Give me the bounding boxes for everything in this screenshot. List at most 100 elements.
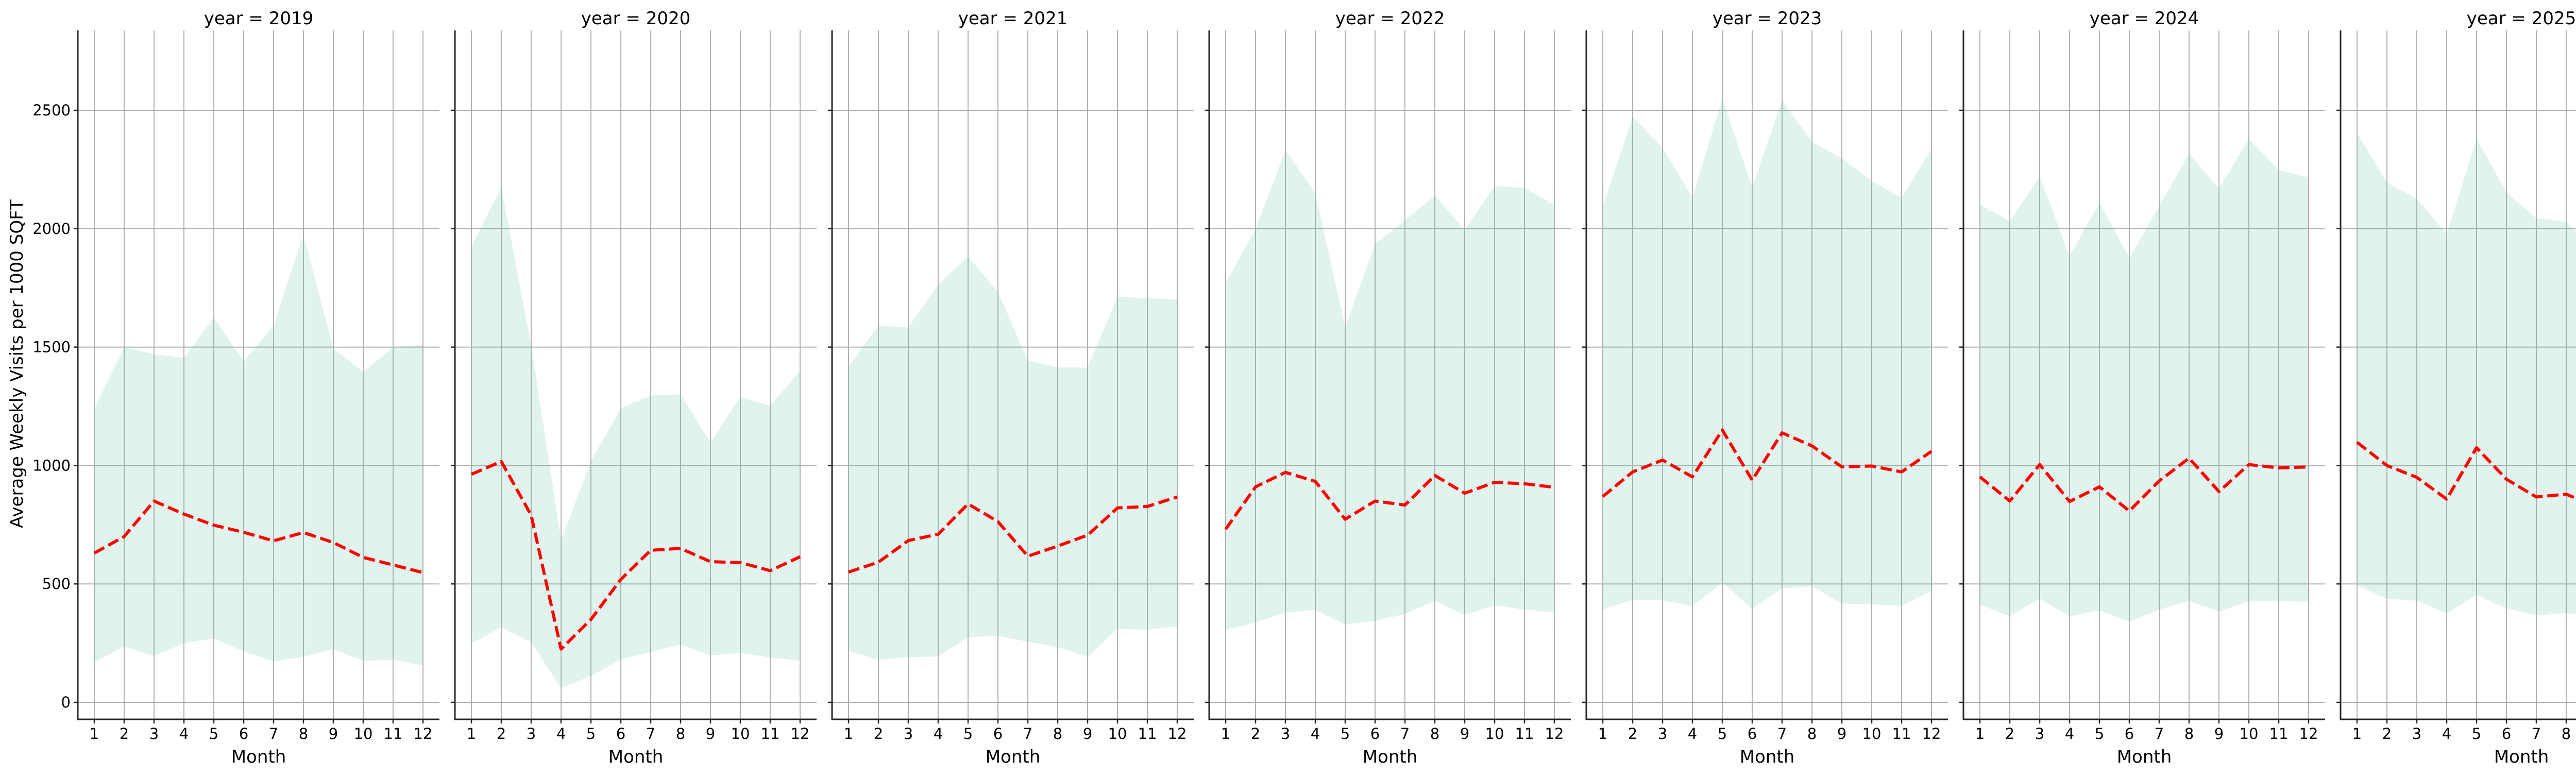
y-tick-label: 1000: [32, 457, 71, 474]
x-tick-label: 8: [1807, 725, 1817, 743]
x-axis-label: Month: [1740, 747, 1795, 767]
x-tick-label: 10: [2240, 725, 2259, 743]
x-tick-label: 6: [616, 725, 625, 743]
median-line: [1602, 428, 1933, 498]
median-line: [2356, 441, 2576, 501]
percentile-band: [2357, 133, 2576, 616]
x-tick-label: 10: [731, 725, 750, 743]
panel-title: year = 2022: [1335, 8, 1445, 29]
x-tick-label: 4: [934, 725, 943, 743]
x-tick-label: 4: [1311, 725, 1320, 743]
x-tick-label: 9: [1083, 725, 1092, 743]
x-tick-label: 2: [1628, 725, 1637, 743]
x-tick-label: 5: [209, 725, 218, 743]
x-tick-label: 6: [1370, 725, 1380, 743]
x-tick-label: 10: [354, 725, 373, 743]
x-tick-label: 8: [676, 725, 685, 743]
panel-title: year = 2023: [1713, 8, 1822, 29]
x-tick-label: 5: [586, 725, 596, 743]
x-tick-label: 2: [1251, 725, 1260, 743]
x-tick-label: 8: [1053, 725, 1062, 743]
x-tick-label: 9: [1837, 725, 1846, 743]
median-line: [470, 460, 801, 651]
x-axis-label: Month: [1363, 747, 1418, 767]
x-tick-label: 12: [791, 725, 810, 743]
x-tick-label: 6: [1748, 725, 1757, 743]
y-tick-label: 0: [61, 694, 71, 711]
axis-spine: [1962, 30, 2325, 720]
x-tick-label: 11: [2269, 725, 2289, 743]
x-tick-label: 6: [2125, 725, 2134, 743]
x-tick-label: 5: [963, 725, 973, 743]
x-tick-label: 7: [646, 725, 655, 743]
x-tick-label: 3: [2035, 725, 2044, 743]
x-tick-label: 3: [904, 725, 913, 743]
percentile-band: [94, 234, 423, 666]
x-tick-label: 2: [120, 725, 129, 743]
y-tick-label: 2500: [32, 102, 71, 119]
x-tick-label: 5: [2095, 725, 2104, 743]
x-tick-label: 7: [2532, 725, 2541, 743]
y-tick-label: 1500: [32, 339, 71, 356]
median-line: [1979, 457, 2309, 513]
median-line: [93, 499, 423, 575]
percentile-band: [1603, 98, 1931, 610]
panel-title: year = 2024: [2090, 8, 2199, 29]
y-axis-label: Average Weekly Visits per 1000 SQFT: [7, 199, 27, 528]
panel-title: year = 2019: [204, 8, 313, 29]
x-tick-label: 4: [556, 725, 566, 743]
x-tick-label: 4: [2442, 725, 2451, 743]
x-tick-label: 1: [467, 725, 476, 743]
x-tick-label: 4: [1688, 725, 1697, 743]
x-tick-label: 9: [706, 725, 715, 743]
x-tick-label: 6: [2502, 725, 2511, 743]
axis-spine: [454, 30, 817, 720]
x-tick-label: 3: [2412, 725, 2421, 743]
x-tick-label: 2: [2382, 725, 2392, 743]
x-tick-label: 3: [1281, 725, 1290, 743]
y-tick-label: 2000: [32, 220, 71, 238]
x-tick-label: 12: [1922, 725, 1941, 743]
axis-spine: [1208, 30, 1571, 720]
x-tick-label: 12: [1168, 725, 1187, 743]
x-tick-label: 2: [2005, 725, 2014, 743]
axis-spine: [1585, 30, 1948, 720]
x-tick-label: 10: [1485, 725, 1504, 743]
x-tick-label: 12: [2299, 725, 2318, 743]
x-tick-label: 1: [90, 725, 99, 743]
x-tick-label: 8: [2184, 725, 2194, 743]
median-line: [1224, 470, 1555, 530]
x-tick-label: 1: [844, 725, 853, 743]
x-tick-label: 9: [2214, 725, 2224, 743]
x-tick-label: 2: [497, 725, 506, 743]
x-tick-label: 6: [239, 725, 248, 743]
x-tick-label: 7: [1400, 725, 1410, 743]
x-tick-label: 11: [1138, 725, 1157, 743]
percentile-band: [471, 187, 800, 688]
x-tick-label: 5: [1718, 725, 1727, 743]
x-tick-label: 4: [2065, 725, 2074, 743]
x-tick-label: 7: [269, 725, 278, 743]
axis-spine: [831, 30, 1194, 720]
x-tick-label: 5: [1341, 725, 1350, 743]
panel-title: year = 2025: [2467, 8, 2576, 29]
panel-title: year = 2021: [958, 8, 1067, 29]
x-tick-label: 10: [1108, 725, 1127, 743]
x-axis-label: Month: [2117, 747, 2172, 767]
x-axis-label: Month: [231, 747, 286, 767]
axis-spine: [77, 30, 439, 720]
x-axis-label: Month: [986, 747, 1041, 767]
x-tick-label: 8: [2562, 725, 2571, 743]
x-tick-label: 3: [1658, 725, 1667, 743]
x-tick-label: 9: [329, 725, 338, 743]
x-tick-label: 4: [179, 725, 189, 743]
x-tick-label: 9: [1460, 725, 1469, 743]
x-tick-label: 6: [993, 725, 1003, 743]
